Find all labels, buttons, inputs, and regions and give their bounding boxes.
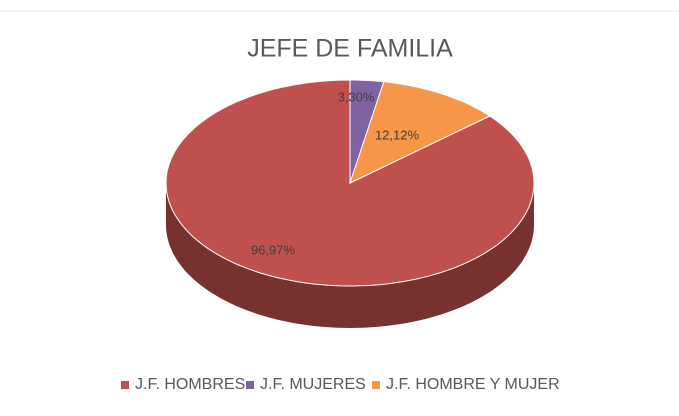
pie-slice bbox=[349, 81, 491, 184]
legend-label: J.F. HOMBRE Y MUJER bbox=[386, 376, 560, 393]
legend-swatch bbox=[246, 381, 254, 389]
pie-side bbox=[166, 183, 534, 328]
data-label: 3,30% bbox=[338, 89, 375, 104]
legend-swatch bbox=[372, 381, 380, 389]
data-label: 96,97% bbox=[251, 242, 296, 257]
legend-swatch bbox=[121, 381, 129, 389]
legend-label: J.F. MUJERES bbox=[260, 376, 366, 393]
data-label: 12,12% bbox=[375, 127, 420, 142]
chart-title: JEFE DE FAMILIA bbox=[247, 35, 453, 63]
legend-label: J.F. HOMBRES bbox=[135, 376, 245, 393]
